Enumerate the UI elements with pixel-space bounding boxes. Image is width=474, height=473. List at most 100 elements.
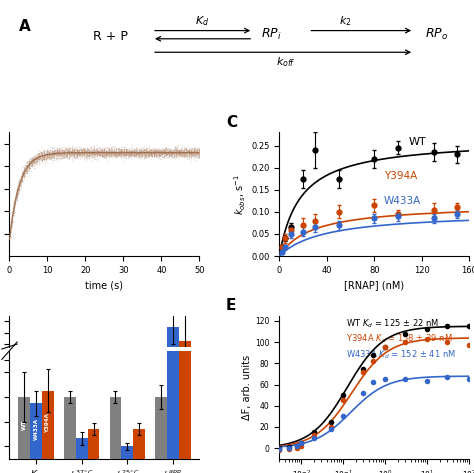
Point (57, 151, 64, 159)
Point (51, 149, 59, 157)
Point (55, 144, 63, 152)
Point (15, 182, 23, 190)
Point (21, 166, 29, 174)
Point (39, 155, 47, 163)
Point (84, 146, 92, 153)
Point (58, 150, 65, 158)
Point (173, 145, 180, 152)
Point (182, 146, 190, 153)
Point (117, 150, 125, 158)
Point (154, 147, 161, 154)
Point (127, 149, 135, 157)
Point (154, 150, 162, 158)
Point (89, 146, 97, 154)
Point (56, 151, 64, 159)
Point (188, 146, 196, 154)
Point (174, 150, 182, 158)
Point (175, 150, 182, 158)
Point (68, 149, 76, 156)
Point (163, 146, 170, 153)
Point (171, 149, 178, 157)
Point (81, 152, 88, 160)
Point (59, 147, 67, 154)
Point (136, 146, 144, 153)
Point (125, 144, 132, 152)
Point (11, 200, 19, 207)
Point (180, 151, 187, 159)
Point (105, 148, 112, 156)
Point (161, 147, 169, 154)
Point (91, 149, 99, 156)
Point (98, 153, 105, 161)
Point (17, 175, 25, 183)
Point (19, 163, 27, 171)
Point (145, 148, 152, 156)
Point (107, 146, 115, 154)
Point (82, 146, 89, 154)
Point (16, 182, 23, 189)
Point (155, 144, 163, 152)
Point (193, 149, 201, 157)
Point (91, 147, 98, 155)
Point (139, 147, 146, 155)
Point (149, 145, 157, 152)
Point (168, 149, 175, 156)
Point (92, 149, 100, 157)
Point (81, 148, 88, 155)
Point (49, 148, 57, 156)
Point (113, 152, 121, 160)
Point (64, 147, 72, 155)
Bar (64, 397, 76, 459)
Point (29, 158, 37, 166)
Point (149, 146, 157, 153)
Point (160, 150, 167, 158)
Point (38, 151, 46, 158)
Point (119, 146, 127, 154)
Point (124, 150, 132, 158)
Point (192, 149, 200, 157)
Point (83, 148, 91, 156)
Point (182, 148, 190, 156)
Point (120, 149, 128, 156)
Point (106, 148, 114, 156)
Point (190, 149, 197, 156)
Point (87, 144, 95, 152)
Point (103, 150, 110, 158)
Point (38, 152, 46, 160)
Point (21, 163, 29, 171)
Point (38, 151, 46, 158)
Point (133, 148, 140, 156)
Point (70, 148, 77, 156)
Point (159, 145, 167, 153)
Point (40, 157, 47, 164)
Point (74, 151, 82, 159)
Point (123, 146, 131, 154)
Point (110, 146, 118, 154)
Point (9, 217, 16, 225)
Point (61, 143, 69, 151)
Point (73, 148, 81, 155)
Point (137, 151, 145, 159)
Point (85, 151, 92, 158)
Point (79, 148, 87, 156)
Point (100, 147, 108, 154)
Point (18, 173, 26, 180)
Point (157, 147, 164, 155)
Point (65, 153, 73, 161)
Point (174, 147, 182, 154)
Point (191, 144, 198, 152)
Point (46, 149, 54, 157)
Point (104, 145, 112, 152)
Point (129, 146, 137, 153)
Text: R + P: R + P (93, 30, 128, 43)
Point (176, 150, 184, 158)
Point (167, 151, 174, 158)
Point (103, 150, 111, 158)
Point (123, 149, 131, 157)
Point (110, 149, 118, 157)
Point (172, 150, 180, 158)
Point (99, 150, 107, 158)
Point (27, 159, 34, 167)
Point (133, 149, 141, 157)
Point (175, 149, 182, 156)
